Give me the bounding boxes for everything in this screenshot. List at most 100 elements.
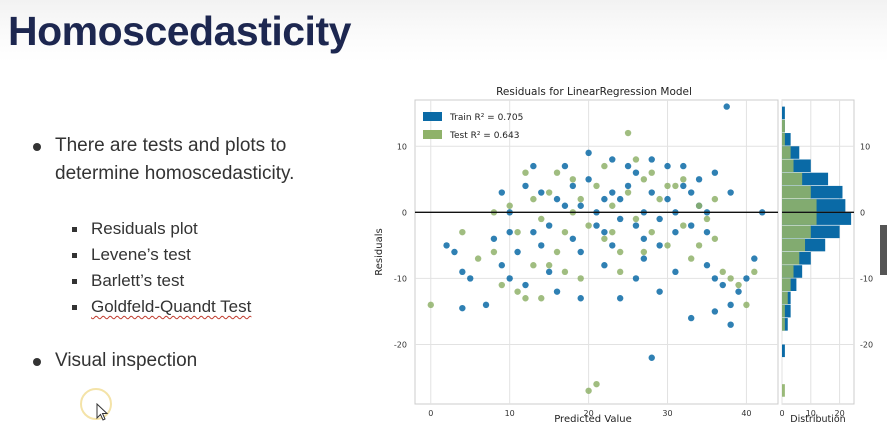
test-point	[616, 268, 624, 276]
train-point	[601, 228, 608, 236]
test-point	[624, 129, 632, 137]
side-scroll-handle[interactable]	[880, 225, 887, 275]
dist-y-tick-label: 0	[860, 208, 865, 217]
train-point	[632, 222, 640, 229]
test-point	[538, 295, 545, 302]
train-point	[616, 295, 624, 302]
residuals-chart: Residuals for LinearRegression Model 0 10…	[374, 86, 873, 425]
test-point	[459, 228, 466, 236]
train-point	[616, 215, 624, 223]
test-point	[545, 189, 553, 196]
train-point	[577, 248, 584, 256]
x-tick-label: 10	[505, 409, 515, 418]
test-distribution-bar	[782, 278, 791, 291]
train-point	[609, 242, 616, 249]
x-axis-label: Predicted Value	[554, 414, 632, 425]
sub-bullet-goldfeld: Goldfeld-Quandt Test	[72, 297, 251, 317]
test-point	[664, 182, 671, 190]
train-point	[522, 182, 529, 190]
train-point	[656, 242, 663, 249]
test-point	[609, 202, 616, 209]
train-point	[522, 281, 529, 289]
train-point	[482, 301, 490, 309]
train-point	[459, 304, 466, 312]
train-point	[498, 189, 506, 196]
train-point	[467, 275, 474, 282]
test-point	[490, 248, 498, 256]
test-distribution-bar	[782, 119, 785, 133]
test-point	[538, 215, 545, 223]
test-point	[514, 288, 521, 295]
main-plot-area	[414, 99, 779, 405]
x-tick-label: 40	[741, 409, 751, 418]
train-point	[601, 262, 608, 269]
train-point	[624, 162, 632, 170]
mouse-pointer-icon	[96, 403, 109, 421]
test-point	[569, 176, 577, 183]
train-point	[530, 228, 537, 236]
dist-x-tick-label: 0	[779, 409, 784, 418]
test-point	[664, 242, 671, 249]
residual-points	[427, 103, 766, 394]
test-point	[585, 387, 592, 394]
bullet-visual-label: Visual inspection	[55, 350, 198, 371]
test-point	[680, 176, 687, 183]
test-distribution-bar	[782, 238, 806, 252]
sub-bullet-levene: Levene’s test	[72, 245, 191, 265]
train-distribution-bar	[782, 304, 791, 318]
train-point	[743, 275, 750, 282]
test-distribution-bar	[782, 133, 785, 146]
cursor-highlight	[80, 388, 112, 420]
test-point	[632, 156, 640, 163]
test-point	[711, 195, 719, 203]
sub-bullet-label: Barlett’s test	[91, 271, 185, 290]
train-point	[545, 268, 553, 276]
train-point	[664, 195, 671, 203]
train-point	[727, 301, 734, 309]
test-point	[648, 228, 655, 236]
test-point	[561, 228, 569, 236]
test-point	[585, 222, 592, 229]
train-point	[506, 228, 513, 236]
y-tick-label: -20	[394, 341, 407, 350]
test-point	[719, 268, 726, 276]
dist-x-tick-label: 10	[806, 409, 816, 418]
train-point	[672, 228, 679, 236]
test-point	[624, 189, 632, 196]
test-point	[640, 248, 648, 256]
title-band	[0, 0, 887, 62]
test-point	[648, 169, 655, 176]
train-point	[553, 288, 561, 295]
train-point	[703, 228, 711, 236]
test-distribution-bar	[782, 172, 803, 186]
train-point	[727, 189, 734, 196]
sub-bullet-barlett: Barlett’s test	[72, 271, 185, 291]
dist-y-tick-label: 10	[860, 142, 870, 151]
test-point	[545, 262, 553, 269]
train-point	[624, 182, 632, 190]
distribution-bars	[782, 106, 852, 397]
train-point	[719, 281, 726, 289]
test-point	[427, 301, 434, 309]
sub-bullet-label: Levene’s test	[91, 245, 191, 264]
test-point	[530, 195, 537, 203]
test-point	[616, 248, 624, 256]
test-point	[695, 242, 703, 249]
test-distribution-bar	[782, 318, 785, 331]
test-point	[751, 268, 758, 276]
test-point	[672, 182, 679, 190]
test-distribution-bar	[782, 291, 788, 305]
train-distribution-bar	[782, 106, 785, 120]
legend-train-label: Train R² = 0.705	[449, 113, 523, 123]
test-distribution-bar	[782, 199, 817, 212]
train-point	[711, 169, 719, 176]
train-point	[656, 288, 663, 295]
train-point	[451, 248, 458, 256]
train-distribution-bar	[782, 344, 785, 358]
train-point	[648, 156, 655, 163]
legend-train-swatch	[423, 112, 442, 121]
train-point	[609, 189, 616, 196]
test-distribution-bar	[782, 252, 800, 265]
dist-y-tick-label: -20	[860, 341, 873, 350]
test-point	[632, 215, 640, 223]
